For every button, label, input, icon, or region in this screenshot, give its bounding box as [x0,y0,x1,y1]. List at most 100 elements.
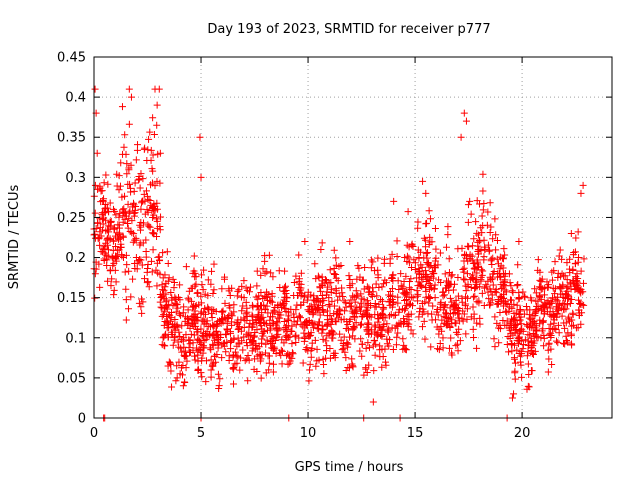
data-point [569,265,577,273]
data-point [434,345,442,353]
data-point [444,223,452,231]
data-point [352,293,360,301]
data-point [126,228,134,236]
data-point [377,296,385,304]
data-point [148,206,156,214]
data-point [421,298,429,306]
data-point [451,280,459,288]
data-point [457,133,465,141]
data-point [261,305,269,313]
data-point [248,311,256,319]
data-point [199,286,207,294]
data-point [434,311,442,319]
data-point [253,267,261,275]
data-point [501,276,509,284]
data-point [180,343,188,351]
data-point [164,259,172,267]
data-point [575,309,583,317]
data-point [147,181,155,189]
data-point [424,248,432,256]
data-point [219,307,227,315]
data-point [202,336,210,344]
data-point [99,197,107,205]
data-point [533,332,541,340]
data-point [438,316,446,324]
data-point [539,285,547,293]
data-point [344,326,352,334]
data-point [318,292,326,300]
data-point [119,232,127,240]
data-point [122,251,130,259]
data-point [370,337,378,345]
data-point [354,291,362,299]
data-point [309,324,317,332]
data-point [346,284,354,292]
data-point [158,286,166,294]
data-point [561,340,569,348]
data-point [558,255,566,263]
data-point [269,309,277,317]
data-point [117,243,125,251]
data-point [114,221,122,229]
data-point [110,291,118,299]
data-point [555,306,563,314]
data-point [485,295,493,303]
data-point [389,301,397,309]
data-point [301,335,309,343]
data-point [143,279,151,287]
data-point [496,325,504,333]
data-point [222,348,230,356]
data-point [500,245,508,253]
data-point [487,276,495,284]
data-point [573,270,581,278]
data-point [254,295,262,303]
data-point [336,310,344,318]
data-point [311,301,319,309]
data-point [336,330,344,338]
data-point [428,238,436,246]
data-point [506,279,514,287]
data-point [185,287,193,295]
data-point [402,272,410,280]
data-point [150,200,158,208]
data-point [179,309,187,317]
data-point [115,235,123,243]
data-point [358,295,366,303]
data-point [408,263,416,271]
data-point [358,352,366,360]
data-point [213,321,221,329]
data-point [121,215,129,223]
data-point [443,277,451,285]
data-point [172,377,180,385]
data-point [96,215,104,223]
data-point [342,354,350,362]
data-point [102,204,110,212]
data-point [275,267,283,275]
data-point [318,322,326,330]
data-point [160,333,168,341]
data-point [573,278,581,286]
data-point [378,309,386,317]
data-point [421,335,429,343]
data-point [194,335,202,343]
data-point [265,359,273,367]
data-point [375,300,383,308]
data-point [354,262,362,270]
data-point [109,262,117,270]
data-point [508,347,516,355]
data-point [359,276,367,284]
data-point [288,340,296,348]
data-point [315,318,323,326]
data-point [537,277,545,285]
data-point [172,295,180,303]
data-point [452,342,460,350]
data-point [521,293,529,301]
data-point [371,321,379,329]
data-point [153,101,161,109]
data-point [394,277,402,285]
data-point [299,359,307,367]
data-point [172,308,180,316]
data-point [330,246,338,254]
data-point [192,322,200,330]
data-point [197,292,205,300]
